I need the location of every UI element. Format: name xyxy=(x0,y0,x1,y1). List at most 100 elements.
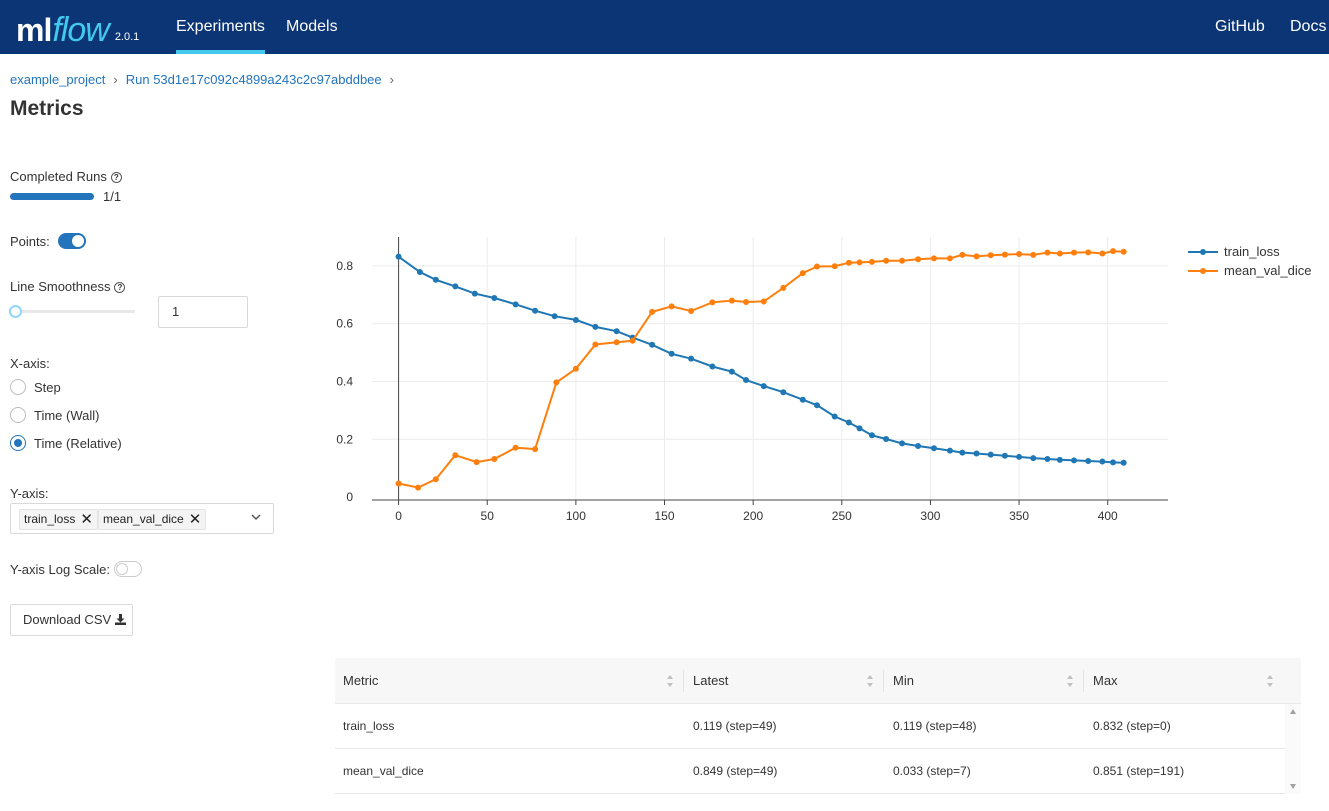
data-point-mean-val-dice xyxy=(415,484,422,491)
data-point-mean-val-dice xyxy=(799,270,806,277)
metrics-table: Metric Latest Min Max train_loss 0.119 (… xyxy=(335,658,1301,794)
version-label: 2.0.1 xyxy=(114,31,140,43)
sort-icon[interactable] xyxy=(866,674,874,688)
x-tick-label: 200 xyxy=(743,509,763,523)
data-point-train-loss xyxy=(452,283,459,290)
data-point-mean-val-dice xyxy=(1001,251,1008,258)
data-point-train-loss xyxy=(831,413,838,420)
legend-item-mean-val-dice[interactable]: mean_val_dice xyxy=(1188,263,1311,278)
data-point-train-loss xyxy=(845,419,852,426)
breadcrumb-run-link[interactable]: Run 53d1e17c092c4899a243c2c97abddbee xyxy=(125,72,382,87)
nav-github[interactable]: GitHub xyxy=(1215,18,1265,35)
data-point-train-loss xyxy=(512,301,519,308)
column-header-latest[interactable]: Latest xyxy=(693,673,729,688)
data-point-mean-val-dice xyxy=(760,298,767,305)
legend-item-train-loss[interactable]: train_loss xyxy=(1188,244,1280,259)
data-point-mean-val-dice xyxy=(668,303,675,310)
data-point-train-loss xyxy=(688,355,695,362)
radio-button[interactable] xyxy=(10,379,26,395)
xaxis-option-time-relative[interactable]: Time (Relative) xyxy=(10,435,122,451)
y-tick-label: 0.6 xyxy=(336,317,353,331)
sort-icon[interactable] xyxy=(666,674,674,688)
remove-tag-icon[interactable]: ✕ xyxy=(188,511,202,528)
radio-button[interactable] xyxy=(10,407,26,423)
data-point-train-loss xyxy=(416,268,423,275)
data-point-mean-val-dice xyxy=(512,444,519,451)
data-point-train-loss xyxy=(743,377,750,384)
smoothness-slider-handle[interactable] xyxy=(9,305,22,318)
data-point-mean-val-dice xyxy=(831,263,838,270)
data-point-mean-val-dice xyxy=(1085,249,1092,256)
download-csv-button[interactable]: Download CSV xyxy=(10,604,133,636)
data-point-mean-val-dice xyxy=(452,452,459,459)
remove-tag-icon[interactable]: ✕ xyxy=(80,511,93,528)
data-point-train-loss xyxy=(613,328,620,335)
help-icon[interactable]: ? xyxy=(110,172,122,183)
page-title: Metrics xyxy=(10,97,84,120)
breadcrumb-project-link[interactable]: example_project xyxy=(10,72,106,87)
data-point-mean-val-dice xyxy=(572,365,579,372)
metrics-line-chart[interactable]: 0 0.2 0.4 0.6 0.8 0 50 100 150 200 250 300 350 400 xyxy=(320,225,1190,525)
data-point-mean-val-dice xyxy=(629,337,636,344)
table-row: train_loss 0.119 (step=49) 0.119 (step=4… xyxy=(335,704,1285,749)
x-tick-label: 0 xyxy=(395,509,402,523)
column-header-metric[interactable]: Metric xyxy=(343,673,379,688)
ylog-toggle[interactable] xyxy=(114,561,142,577)
x-tick-label: 250 xyxy=(832,509,852,523)
data-point-train-loss xyxy=(1110,459,1117,466)
data-point-mean-val-dice xyxy=(780,284,787,291)
data-point-mean-val-dice xyxy=(856,259,863,266)
tag-label: train_loss xyxy=(24,512,76,526)
data-point-mean-val-dice xyxy=(1030,251,1037,258)
column-header-max[interactable]: Max xyxy=(1093,673,1118,688)
mlflow-logo[interactable]: ml flow 2.0.1 xyxy=(16,4,139,50)
top-navbar: ml flow 2.0.1 Experiments Models GitHub … xyxy=(0,0,1329,54)
table-cell: 0.119 (step=49) xyxy=(693,719,777,733)
data-point-mean-val-dice xyxy=(1120,248,1127,255)
xaxis-option-time-wall[interactable]: Time (Wall) xyxy=(10,407,99,423)
smoothness-slider-track[interactable] xyxy=(15,310,135,313)
toggle-knob xyxy=(116,563,128,575)
help-icon[interactable]: ? xyxy=(114,282,126,293)
series-line-mean-val-dice xyxy=(398,250,1124,489)
data-point-mean-val-dice xyxy=(959,251,966,258)
data-point-train-loss xyxy=(1120,459,1127,466)
xaxis-option-step[interactable]: Step xyxy=(10,379,61,395)
x-tick-label: 100 xyxy=(566,509,586,523)
yaxis-metric-select[interactable]: train_loss ✕ mean_val_dice ✕ xyxy=(10,503,274,534)
data-point-mean-val-dice xyxy=(432,476,439,483)
data-point-mean-val-dice xyxy=(491,455,498,462)
nav-experiments[interactable]: Experiments xyxy=(176,0,265,54)
table-scrollbar[interactable] xyxy=(1285,704,1301,794)
nav-models[interactable]: Models xyxy=(286,18,338,35)
nav-docs[interactable]: Docs xyxy=(1290,18,1327,35)
data-point-mean-val-dice xyxy=(915,256,922,263)
chevron-down-icon[interactable] xyxy=(251,512,261,522)
data-point-mean-val-dice xyxy=(1099,250,1106,257)
data-point-train-loss xyxy=(572,316,579,323)
smoothness-input[interactable]: 1 xyxy=(158,296,248,328)
column-header-min[interactable]: Min xyxy=(893,673,914,688)
data-point-train-loss xyxy=(649,341,656,348)
breadcrumb: example_project › Run 53d1e17c092c4899a2… xyxy=(10,72,394,87)
data-point-train-loss xyxy=(1030,455,1037,462)
data-point-mean-val-dice xyxy=(1056,250,1063,257)
data-point-train-loss xyxy=(491,294,498,301)
legend-swatch xyxy=(1188,267,1218,274)
data-point-train-loss xyxy=(1044,455,1051,462)
breadcrumb-separator: › xyxy=(113,72,118,87)
yaxis-label: Y-axis: xyxy=(10,486,49,501)
sort-icon[interactable] xyxy=(1066,674,1074,688)
completed-runs-progress xyxy=(10,193,94,200)
points-toggle[interactable] xyxy=(58,233,86,249)
data-point-train-loss xyxy=(395,253,402,260)
column-divider xyxy=(883,670,884,692)
column-divider xyxy=(683,670,684,692)
scroll-arrows xyxy=(1290,709,1296,789)
data-point-train-loss xyxy=(668,350,675,357)
y-tick-label: 0.4 xyxy=(336,375,353,389)
radio-button[interactable] xyxy=(10,435,26,451)
sort-icon[interactable] xyxy=(1266,674,1274,688)
legend-label: mean_val_dice xyxy=(1224,263,1312,278)
xaxis-label: X-axis: xyxy=(10,356,50,371)
